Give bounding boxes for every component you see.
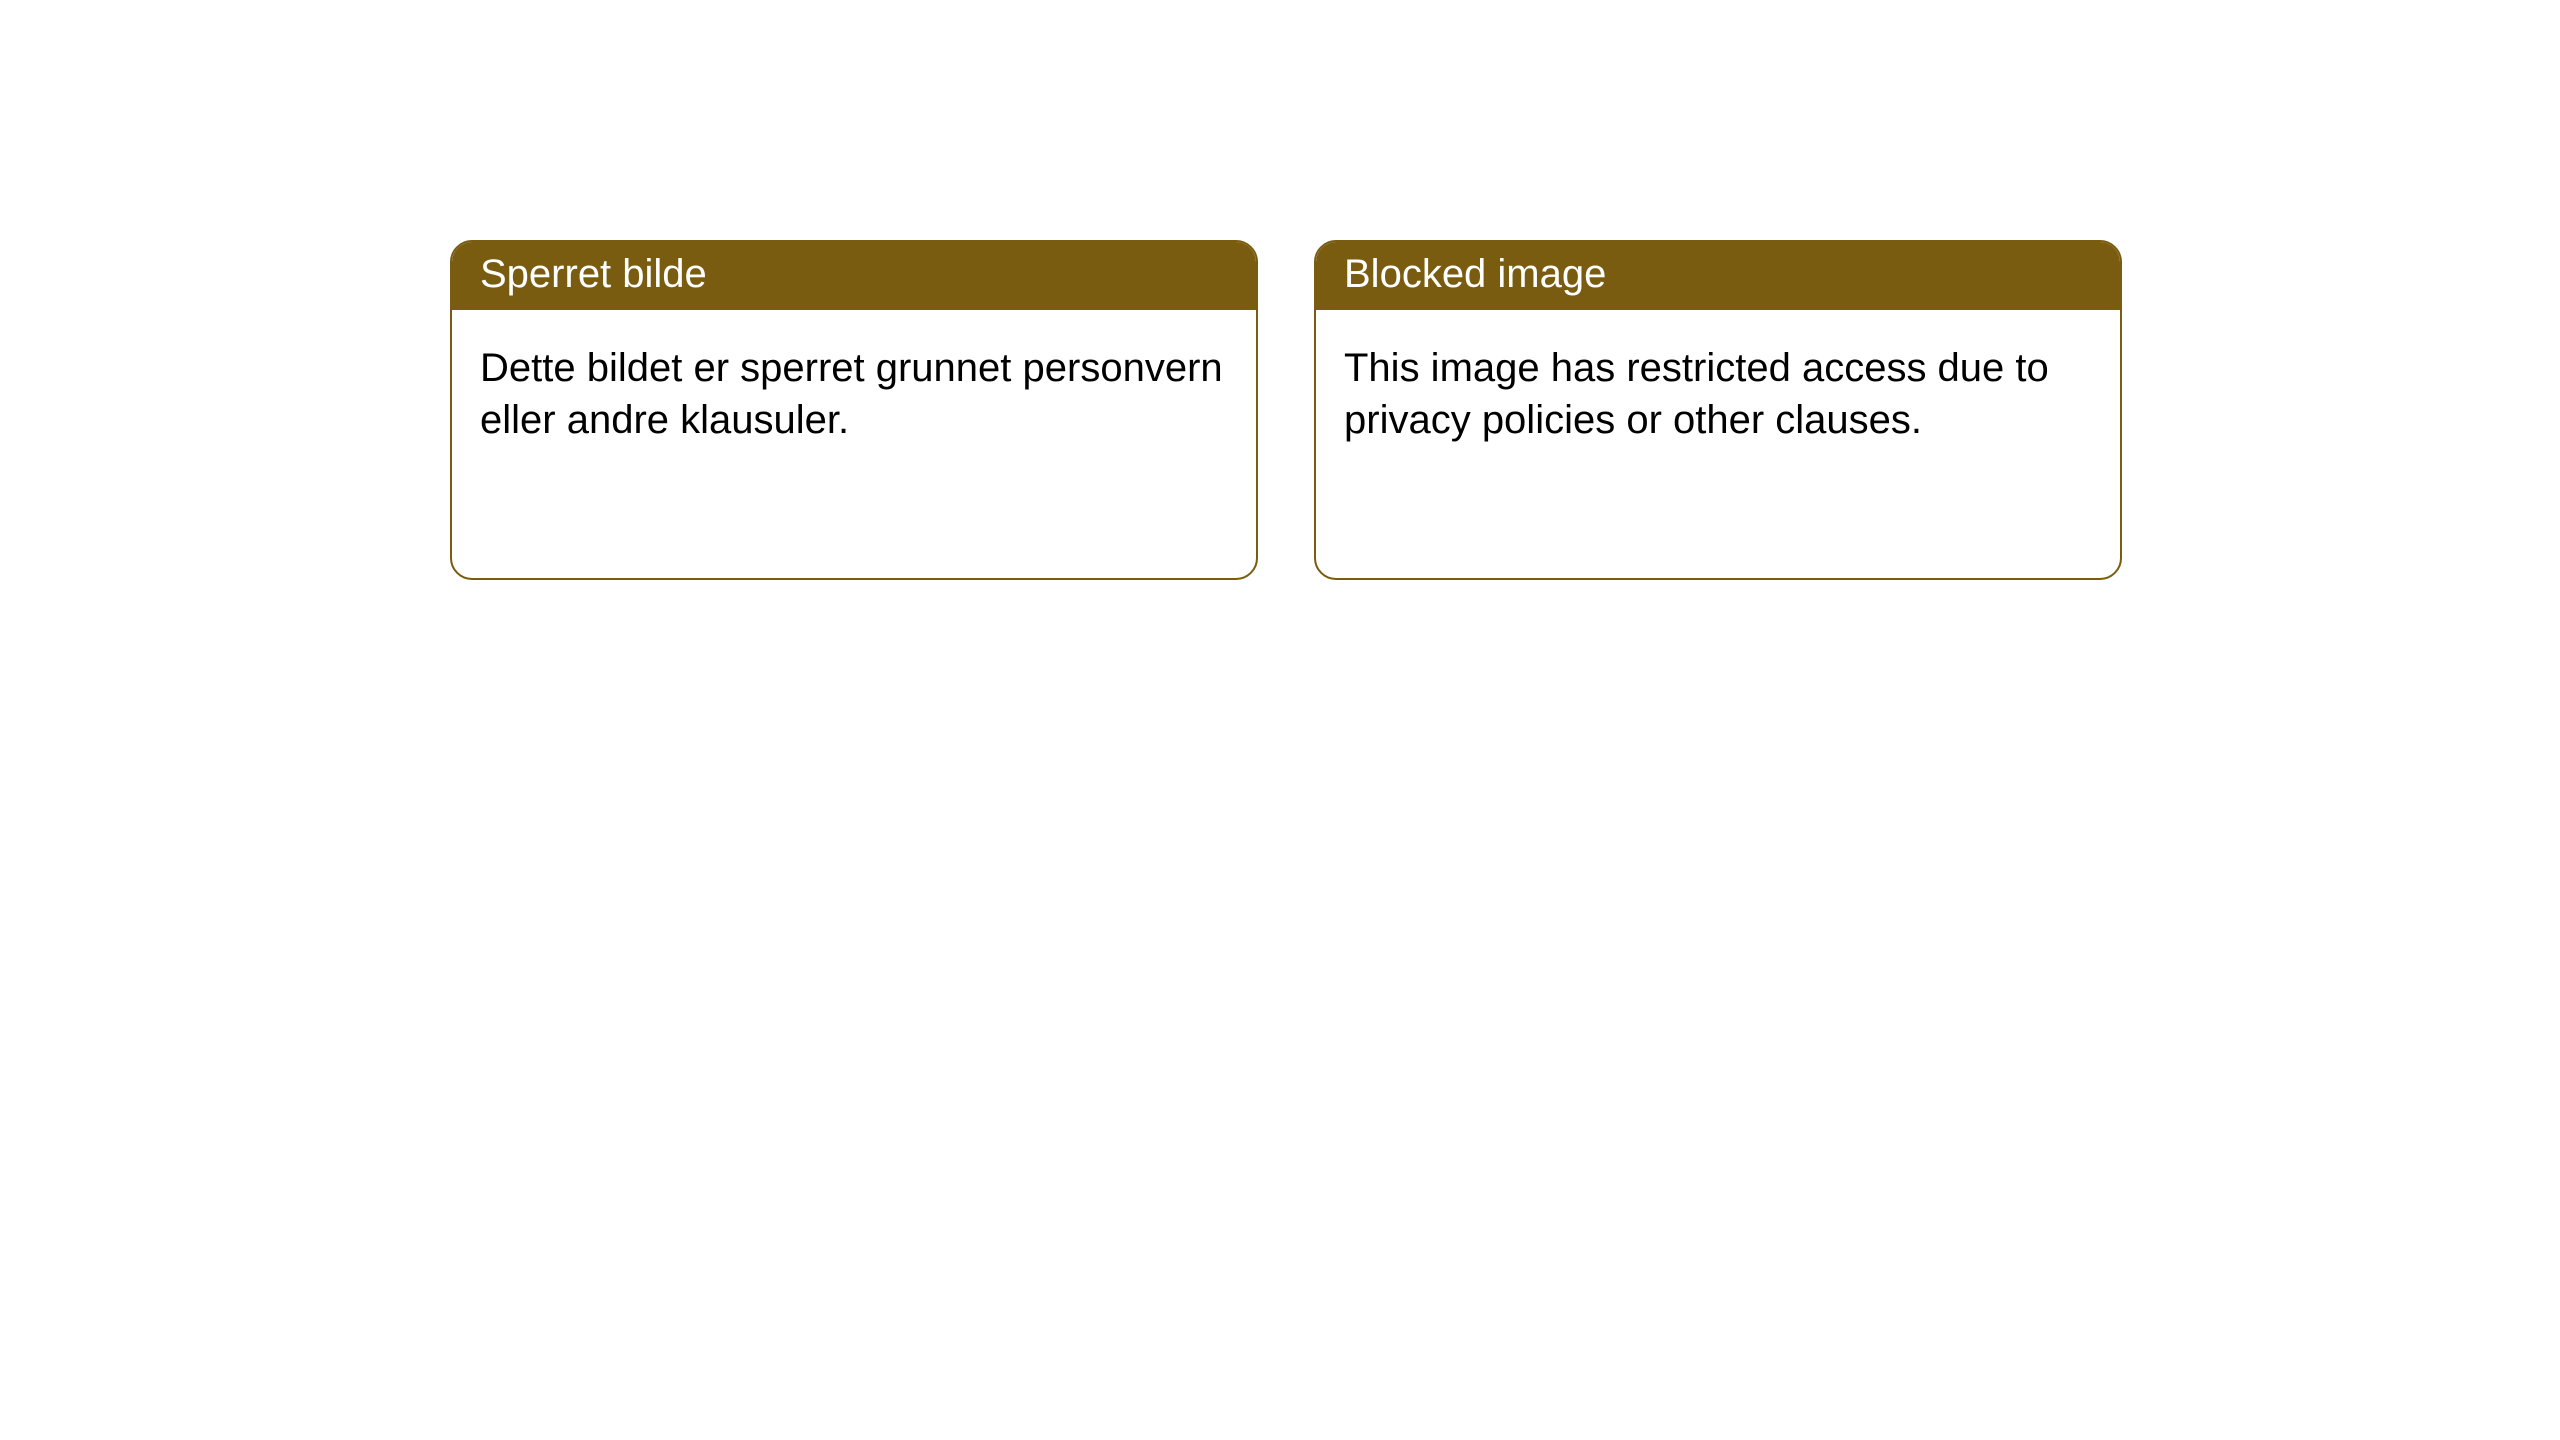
- notice-card-english: Blocked image This image has restricted …: [1314, 240, 2122, 580]
- notice-card-title: Blocked image: [1316, 242, 2120, 310]
- notice-card-container: Sperret bilde Dette bildet er sperret gr…: [0, 0, 2560, 580]
- notice-card-norwegian: Sperret bilde Dette bildet er sperret gr…: [450, 240, 1258, 580]
- notice-card-title: Sperret bilde: [452, 242, 1256, 310]
- notice-card-body: Dette bildet er sperret grunnet personve…: [452, 310, 1256, 478]
- notice-card-body: This image has restricted access due to …: [1316, 310, 2120, 478]
